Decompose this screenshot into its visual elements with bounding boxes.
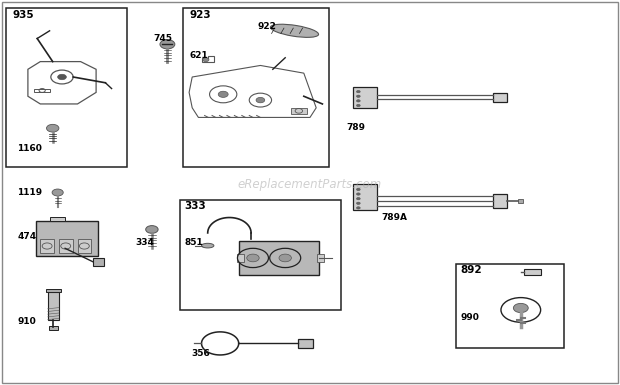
Circle shape (203, 58, 209, 62)
Text: 356: 356 (191, 348, 210, 358)
Circle shape (279, 254, 291, 262)
Bar (36, 221, 98, 256)
Circle shape (356, 90, 360, 93)
Bar (40, 239, 54, 253)
Circle shape (256, 97, 265, 103)
Bar (518, 199, 523, 203)
Text: 789A: 789A (381, 213, 407, 222)
Bar (48, 292, 59, 320)
Bar (456, 264, 564, 348)
Text: 789: 789 (346, 122, 365, 132)
Text: 621: 621 (189, 51, 208, 60)
Text: 935: 935 (12, 10, 34, 20)
Circle shape (247, 254, 259, 262)
Text: 1160: 1160 (17, 144, 42, 153)
Text: eReplacementParts.com: eReplacementParts.com (238, 178, 382, 191)
Bar (524, 269, 541, 275)
Text: 851: 851 (185, 238, 203, 247)
Circle shape (513, 303, 528, 313)
Circle shape (356, 198, 360, 200)
Bar (46, 289, 61, 292)
Bar (317, 254, 324, 262)
Text: 333: 333 (185, 201, 206, 211)
Circle shape (356, 188, 360, 191)
Bar (493, 93, 507, 102)
Text: 892: 892 (461, 264, 482, 275)
Bar (50, 217, 65, 221)
Bar (78, 239, 91, 253)
Bar (237, 254, 244, 262)
Circle shape (356, 207, 360, 209)
Bar (93, 258, 104, 266)
Circle shape (356, 95, 360, 97)
Bar (49, 326, 58, 330)
Ellipse shape (270, 24, 319, 37)
Bar (291, 108, 307, 114)
Circle shape (146, 226, 158, 233)
Bar (183, 8, 329, 167)
Text: 923: 923 (189, 10, 211, 20)
Bar (180, 200, 341, 310)
Bar (239, 241, 319, 275)
Circle shape (356, 202, 360, 204)
Bar (493, 194, 507, 208)
Circle shape (58, 74, 66, 80)
Bar (353, 87, 377, 108)
Text: 990: 990 (461, 313, 479, 322)
Bar (6, 8, 127, 167)
Circle shape (356, 104, 360, 107)
Bar (298, 339, 313, 348)
Text: 474: 474 (17, 232, 37, 241)
Text: 334: 334 (135, 238, 154, 247)
Circle shape (356, 193, 360, 195)
Circle shape (46, 124, 59, 132)
Text: 910: 910 (17, 317, 36, 326)
Text: 745: 745 (154, 34, 173, 43)
Text: 922: 922 (257, 22, 276, 32)
Bar (353, 184, 377, 210)
Ellipse shape (202, 243, 214, 248)
Circle shape (218, 91, 228, 97)
Bar (59, 239, 73, 253)
Circle shape (356, 100, 360, 102)
Circle shape (52, 189, 63, 196)
Circle shape (160, 40, 175, 49)
Text: 1119: 1119 (17, 188, 43, 197)
